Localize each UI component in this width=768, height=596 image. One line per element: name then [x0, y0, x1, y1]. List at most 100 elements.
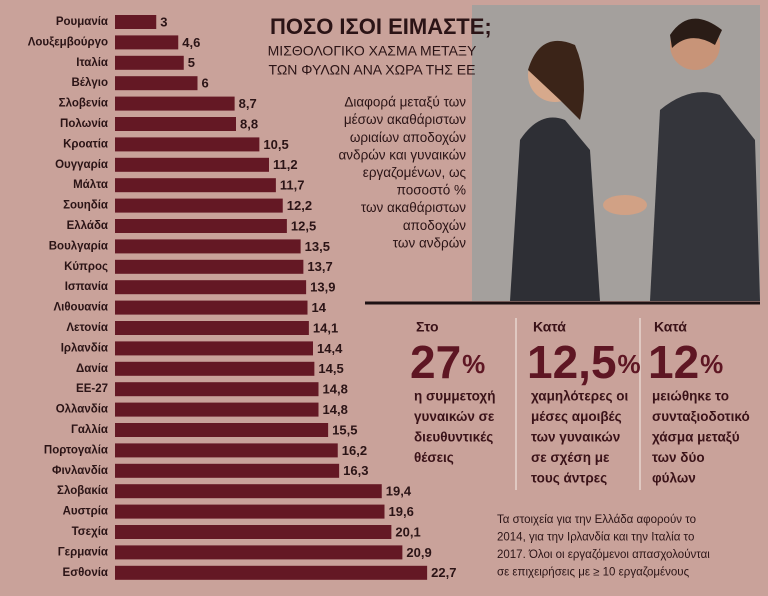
category-label: Βέλγιο [71, 77, 108, 89]
value-label: 14,5 [318, 361, 343, 376]
stat-figure: 27% [410, 336, 485, 388]
category-label: Ιρλανδία [61, 342, 108, 354]
stat-number: 12 [648, 336, 699, 388]
bar [115, 423, 329, 437]
stat-text: τους άντρες [531, 471, 607, 486]
bar [115, 137, 260, 152]
category-label: Σλοβενία [59, 98, 108, 110]
stat-text: η συμμετοχή [414, 389, 495, 404]
value-label: 20,1 [395, 524, 420, 539]
category-label: Λιθουανία [53, 302, 108, 314]
bar [115, 484, 382, 499]
description-line: μέσων ακαθάριστων [344, 112, 466, 127]
description-line: ποσοστό % [397, 183, 466, 198]
value-label: 14,8 [323, 382, 348, 397]
footnote-line: σε επιχειρήσεις με ≥ 10 εργαζομένους [497, 567, 690, 579]
value-label: 22,7 [431, 565, 456, 580]
value-label: 19,4 [386, 484, 412, 499]
stat-number: 27 [410, 336, 461, 388]
footnote-line: Τα στοιχεία για την Ελλάδα αφορούν το [497, 514, 696, 526]
category-label: Εσθονία [63, 567, 108, 579]
category-label: Σουηδία [63, 200, 108, 212]
bar [115, 341, 313, 356]
category-label: ΕΕ-27 [76, 383, 108, 395]
stat-lead: Κατά [654, 319, 687, 335]
bar [115, 96, 235, 111]
stat-text: διευθυντικές [414, 430, 493, 445]
value-label: 8,8 [240, 116, 258, 131]
category-label: Κροατία [63, 138, 108, 150]
category-label: Τσεχία [72, 526, 108, 538]
bar [115, 525, 392, 539]
bar [115, 259, 304, 274]
value-label: 11,7 [280, 178, 305, 193]
stat-text: φύλων [652, 471, 696, 486]
description-line: ωριαίων αποδοχών [350, 130, 466, 145]
stat-text: χάσμα μεταξύ [652, 430, 740, 445]
stat-figure: 12% [648, 336, 723, 388]
stat-text: θέσεις [414, 450, 454, 465]
value-label: 14 [312, 300, 327, 315]
stat-figure: 12,5% [527, 336, 641, 388]
stat-number: 12,5 [527, 336, 617, 388]
stat-text: συνταξιοδοτικό [652, 409, 750, 424]
value-label: 6 [202, 76, 209, 91]
category-label: Ουγγαρία [55, 159, 108, 171]
description-line: εργαζομένων, ως [363, 165, 467, 180]
stat-unit: % [700, 349, 723, 379]
bar [115, 300, 308, 315]
value-label: 8,7 [239, 96, 257, 111]
bar [115, 463, 340, 478]
bar [115, 178, 276, 193]
category-label: Βουλγαρία [49, 240, 108, 252]
category-label: Φινλανδία [52, 465, 108, 477]
value-label: 20,9 [406, 545, 431, 560]
value-label: 5 [188, 55, 195, 70]
category-label: Ελλάδα [67, 220, 108, 232]
bar [115, 15, 157, 29]
category-label: Λουξεμβούργο [28, 36, 108, 48]
stat-text: των γυναικών [531, 430, 620, 445]
value-label: 13,5 [305, 239, 330, 254]
category-label: Μάλτα [73, 179, 108, 191]
stat-text: σε σχέση με [531, 450, 610, 465]
bar [115, 35, 179, 50]
category-label: Λετονία [66, 322, 108, 334]
value-label: 16,2 [342, 443, 367, 458]
value-label: 10,5 [263, 137, 288, 152]
category-label: Πολωνία [60, 118, 108, 130]
value-label: 14,1 [313, 320, 338, 335]
bar [115, 361, 315, 376]
bar [115, 280, 307, 295]
footnote-line: 2014, για την Ιρλανδία και την Ιταλία το [497, 532, 694, 544]
category-label: Ρουμανία [56, 16, 108, 28]
description-line: Διαφορά μεταξύ των [344, 95, 466, 110]
category-label: Ισπανία [65, 281, 108, 293]
photo [472, 5, 760, 301]
bar [115, 55, 184, 70]
value-label: 15,5 [332, 422, 357, 437]
bar [115, 504, 385, 519]
description-line: των ανδρών [393, 235, 466, 250]
bar [115, 402, 319, 417]
bar [115, 239, 301, 254]
value-label: 12,2 [287, 198, 312, 213]
description-line: ανδρών και γυναικών [339, 147, 467, 162]
value-label: 12,5 [291, 218, 316, 233]
category-label: Γερμανία [58, 546, 108, 558]
bar [115, 443, 338, 458]
bar [115, 157, 269, 172]
value-label: 13,7 [307, 259, 332, 274]
bar [115, 382, 319, 397]
value-label: 14,4 [317, 341, 343, 356]
title: ΠΟΣΟ ΙΣΟΙ ΕΙΜΑΣΤΕ; [270, 14, 492, 39]
value-label: 14,8 [323, 402, 348, 417]
stat-lead: Κατά [533, 319, 566, 335]
stat-unit: % [618, 349, 641, 379]
category-label: Σλοβακία [57, 485, 108, 497]
value-label: 19,6 [389, 504, 414, 519]
stat-text: χαμηλότερες οι [531, 389, 629, 404]
category-label: Γαλλία [71, 424, 108, 436]
value-label: 4,6 [182, 35, 200, 50]
